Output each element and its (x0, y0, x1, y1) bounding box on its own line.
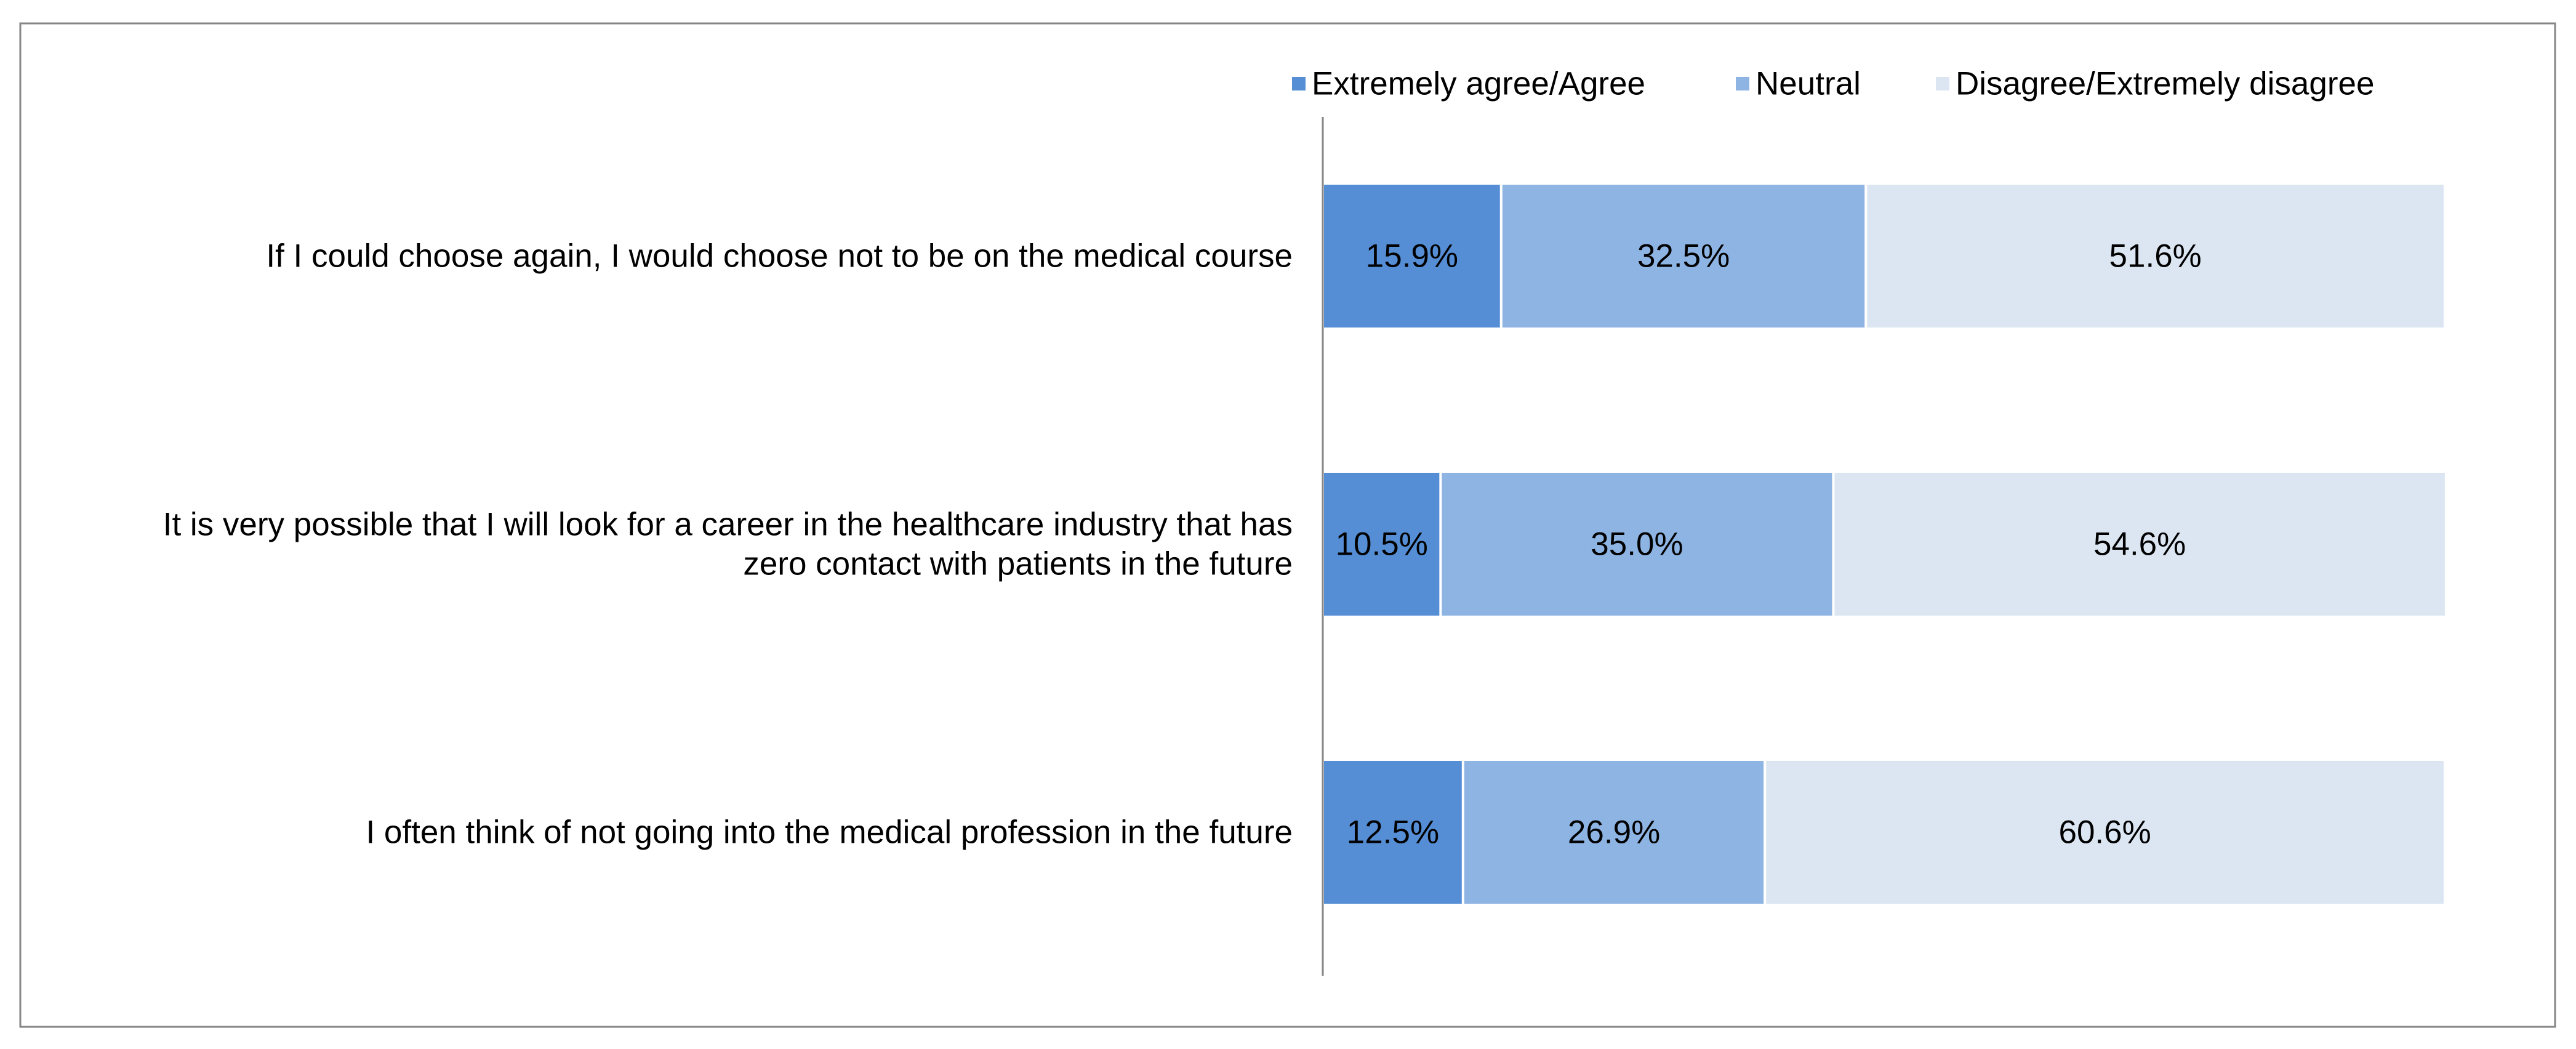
data-label-1-1: 15.9% (1366, 238, 1458, 275)
bar-segment-1-1 (1322, 182, 1503, 330)
data-label-2-3: 54.6% (2093, 526, 2186, 563)
bar-segment-2-2 (1439, 470, 1835, 618)
category-label-2-line-1: It is very possible that I will look for… (163, 507, 1293, 543)
legend-label-1: Extremely agree/Agree (1312, 66, 1645, 102)
category-label-3-line-1: I often think of not going into the medi… (366, 814, 1293, 851)
data-label-2-1: 10.5% (1336, 526, 1428, 563)
data-label-1-2: 32.5% (1637, 238, 1730, 275)
legend-label-3: Disagree/Extremely disagree (1956, 66, 2374, 102)
bar-segment-1-2 (1499, 182, 1868, 330)
data-label-1-3: 51.6% (2109, 238, 2202, 275)
data-label-2-2: 35.0% (1591, 526, 1683, 563)
legend-swatch-2 (1736, 77, 1749, 90)
legend-swatch-3 (1936, 77, 1949, 90)
data-label-3-1: 12.5% (1347, 814, 1439, 851)
data-label-3-3: 60.6% (2058, 814, 2151, 851)
legend: Extremely agree/Agree Neutral Disagree/Ext… (1292, 66, 2374, 102)
category-axis-labels: If I could choose again, I would choose … (163, 238, 1293, 851)
bar-segment-3-2 (1461, 758, 1767, 906)
bar-segment-1-3 (1864, 182, 2447, 330)
plot-area: 15.9% 32.5% 51.6% 10.5% 35.0% 54.6% 12.5% 26.9%… (1322, 182, 2447, 906)
data-label-3-2: 26.9% (1568, 814, 1660, 851)
category-label-2-line-2: zero contact with patients in the future (743, 546, 1293, 582)
bar-segment-3-3 (1763, 758, 2446, 906)
category-label-1-line-1: If I could choose again, I would choose … (266, 238, 1293, 275)
bar-segment-2-1 (1322, 470, 1442, 618)
legend-swatch-1 (1292, 77, 1306, 90)
bar-segment-2-3 (1832, 470, 2447, 618)
legend-label-2: Neutral (1755, 66, 1861, 102)
